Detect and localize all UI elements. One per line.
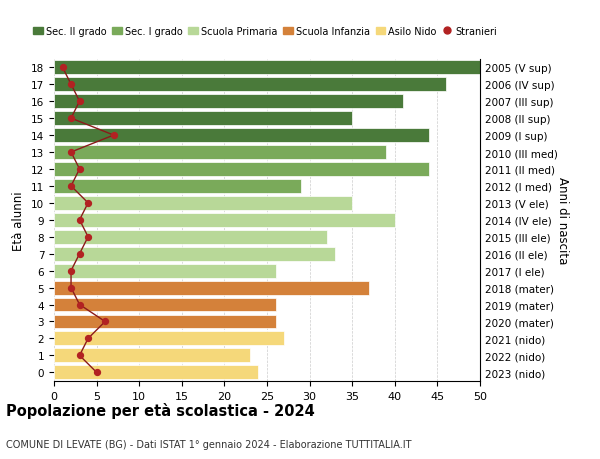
Bar <box>54 365 259 380</box>
Bar <box>54 162 429 177</box>
Bar <box>54 332 284 346</box>
Bar <box>54 264 275 278</box>
Bar <box>54 179 301 193</box>
Bar <box>54 146 386 160</box>
Point <box>75 217 85 224</box>
Point <box>92 369 101 376</box>
Bar <box>54 129 429 143</box>
Point <box>58 64 67 72</box>
Bar <box>54 196 352 210</box>
Bar <box>54 112 352 126</box>
Point <box>66 115 76 123</box>
Bar <box>54 213 395 227</box>
Point <box>75 166 85 173</box>
Bar <box>54 247 335 261</box>
Point <box>66 183 76 190</box>
Point <box>100 318 110 325</box>
Text: Popolazione per età scolastica - 2024: Popolazione per età scolastica - 2024 <box>6 403 315 419</box>
Bar <box>54 281 369 295</box>
Bar <box>54 349 250 363</box>
Point <box>109 132 118 140</box>
Point <box>75 98 85 106</box>
Point <box>83 200 93 207</box>
Point <box>66 284 76 291</box>
Legend: Sec. II grado, Sec. I grado, Scuola Primaria, Scuola Infanzia, Asilo Nido, Stran: Sec. II grado, Sec. I grado, Scuola Prim… <box>29 23 500 40</box>
Bar <box>54 61 480 75</box>
Bar <box>54 78 446 92</box>
Bar <box>54 230 326 244</box>
Point <box>66 149 76 157</box>
Y-axis label: Anni di nascita: Anni di nascita <box>556 177 569 264</box>
Point <box>75 301 85 308</box>
Point <box>66 268 76 275</box>
Y-axis label: Età alunni: Età alunni <box>13 190 25 250</box>
Text: COMUNE DI LEVATE (BG) - Dati ISTAT 1° gennaio 2024 - Elaborazione TUTTITALIA.IT: COMUNE DI LEVATE (BG) - Dati ISTAT 1° ge… <box>6 440 412 449</box>
Bar <box>54 95 403 109</box>
Point <box>66 81 76 89</box>
Point <box>83 335 93 342</box>
Point <box>75 251 85 258</box>
Point <box>75 352 85 359</box>
Bar <box>54 315 275 329</box>
Point <box>83 234 93 241</box>
Bar <box>54 298 275 312</box>
